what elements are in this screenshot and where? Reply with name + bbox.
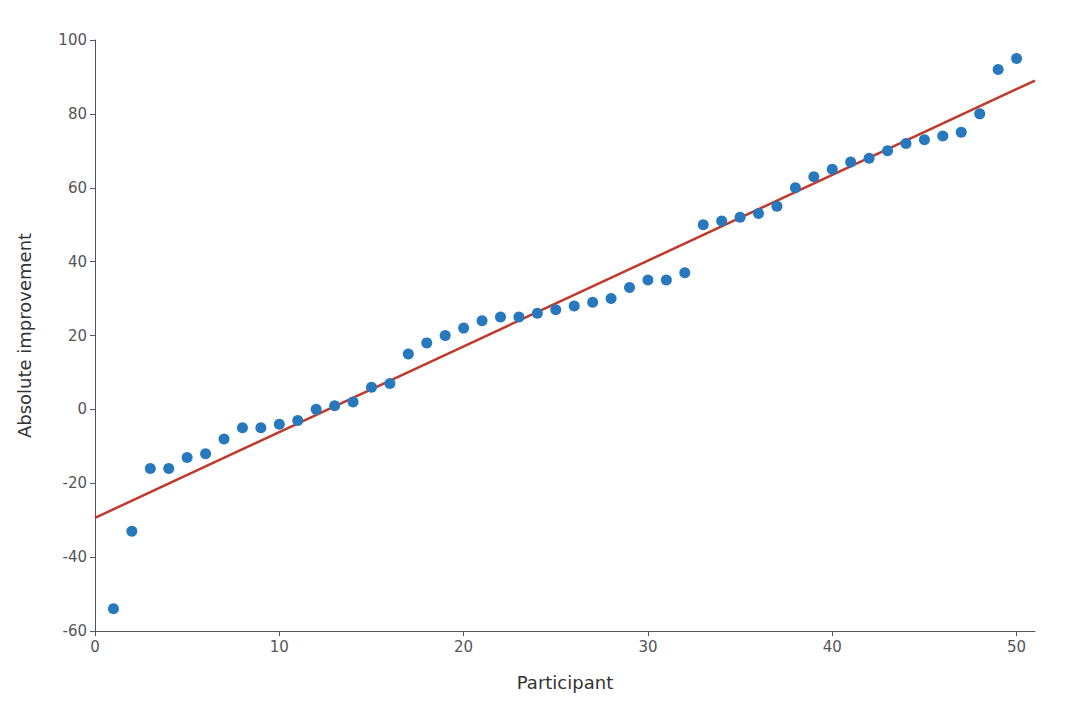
svg-text:50: 50	[1007, 638, 1026, 656]
svg-text:10: 10	[270, 638, 289, 656]
svg-text:20: 20	[68, 327, 87, 345]
svg-text:Absolute improvement: Absolute improvement	[14, 233, 35, 438]
svg-text:100: 100	[58, 31, 87, 49]
svg-text:0: 0	[77, 400, 87, 418]
svg-text:Participant: Participant	[517, 672, 613, 693]
svg-text:0: 0	[90, 638, 100, 656]
svg-text:40: 40	[823, 638, 842, 656]
svg-text:40: 40	[68, 253, 87, 271]
svg-text:-60: -60	[63, 622, 88, 640]
svg-text:30: 30	[638, 638, 657, 656]
svg-text:-20: -20	[63, 474, 88, 492]
svg-text:60: 60	[68, 179, 87, 197]
svg-text:80: 80	[68, 105, 87, 123]
svg-text:-40: -40	[63, 548, 88, 566]
svg-text:20: 20	[454, 638, 473, 656]
